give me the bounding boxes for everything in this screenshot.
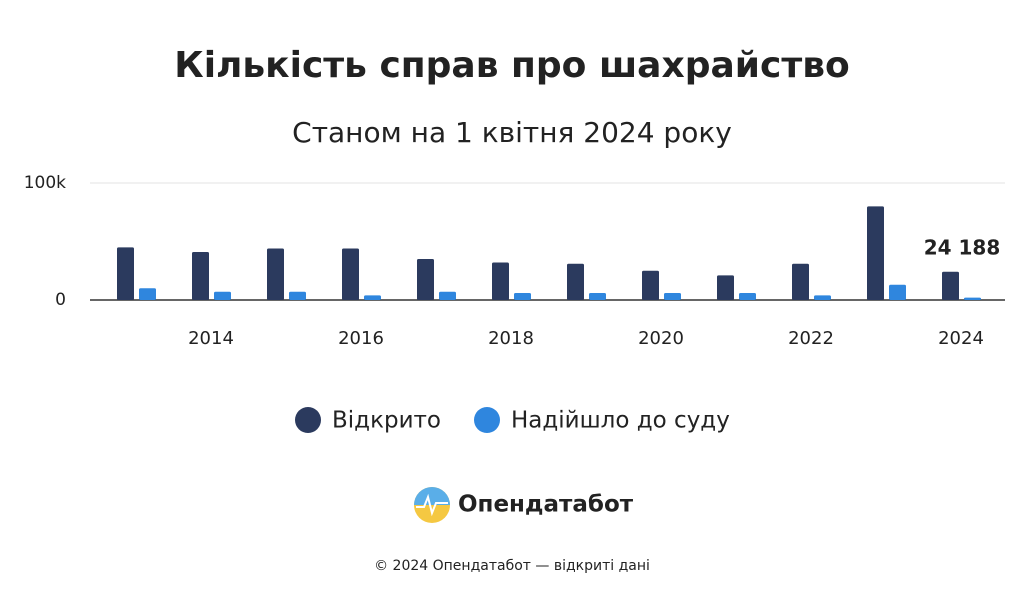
- bar: [717, 275, 734, 300]
- data-label: 24 188: [924, 236, 1001, 260]
- y-tick-label: 0: [55, 290, 66, 310]
- bar: [417, 259, 434, 300]
- y-tick-label: 100k: [24, 173, 66, 193]
- bar: [739, 292, 756, 300]
- bar: [139, 288, 156, 300]
- bar: [289, 291, 306, 300]
- bar: [364, 295, 381, 300]
- bar: [942, 271, 959, 300]
- bar: [492, 262, 509, 300]
- bar: [439, 291, 456, 300]
- brand-name: Опендатабот: [458, 492, 634, 518]
- legend-marker: [295, 407, 321, 433]
- bar: [889, 284, 906, 300]
- bar: [214, 291, 231, 300]
- footer: © 2024 Опендатабот — відкриті дані: [374, 558, 650, 574]
- bar: [267, 248, 284, 300]
- brand-logo: [414, 487, 450, 523]
- bar: [192, 252, 209, 300]
- bar: [514, 292, 531, 300]
- bar: [964, 297, 981, 300]
- bar: [814, 295, 831, 300]
- legend-label: Надійшло до суду: [511, 408, 730, 434]
- bar: [867, 206, 884, 300]
- legend-marker: [474, 407, 500, 433]
- x-tick-label: 2018: [488, 328, 534, 349]
- bar: [589, 292, 606, 300]
- bar: [642, 270, 659, 300]
- bar: [792, 263, 809, 300]
- x-tick-label: 2016: [338, 328, 384, 349]
- chart-subtitle: Станом на 1 квітня 2024 року: [292, 116, 732, 149]
- x-tick-label: 2020: [638, 328, 684, 349]
- x-tick-label: 2024: [938, 328, 984, 349]
- x-tick-label: 2014: [188, 328, 234, 349]
- legend-label: Відкрито: [332, 408, 441, 434]
- bar: [117, 247, 134, 300]
- bar: [664, 292, 681, 300]
- bar: [342, 248, 359, 300]
- chart-title: Кількість справ про шахрайство: [174, 45, 849, 86]
- bar: [567, 263, 584, 300]
- x-tick-label: 2022: [788, 328, 834, 349]
